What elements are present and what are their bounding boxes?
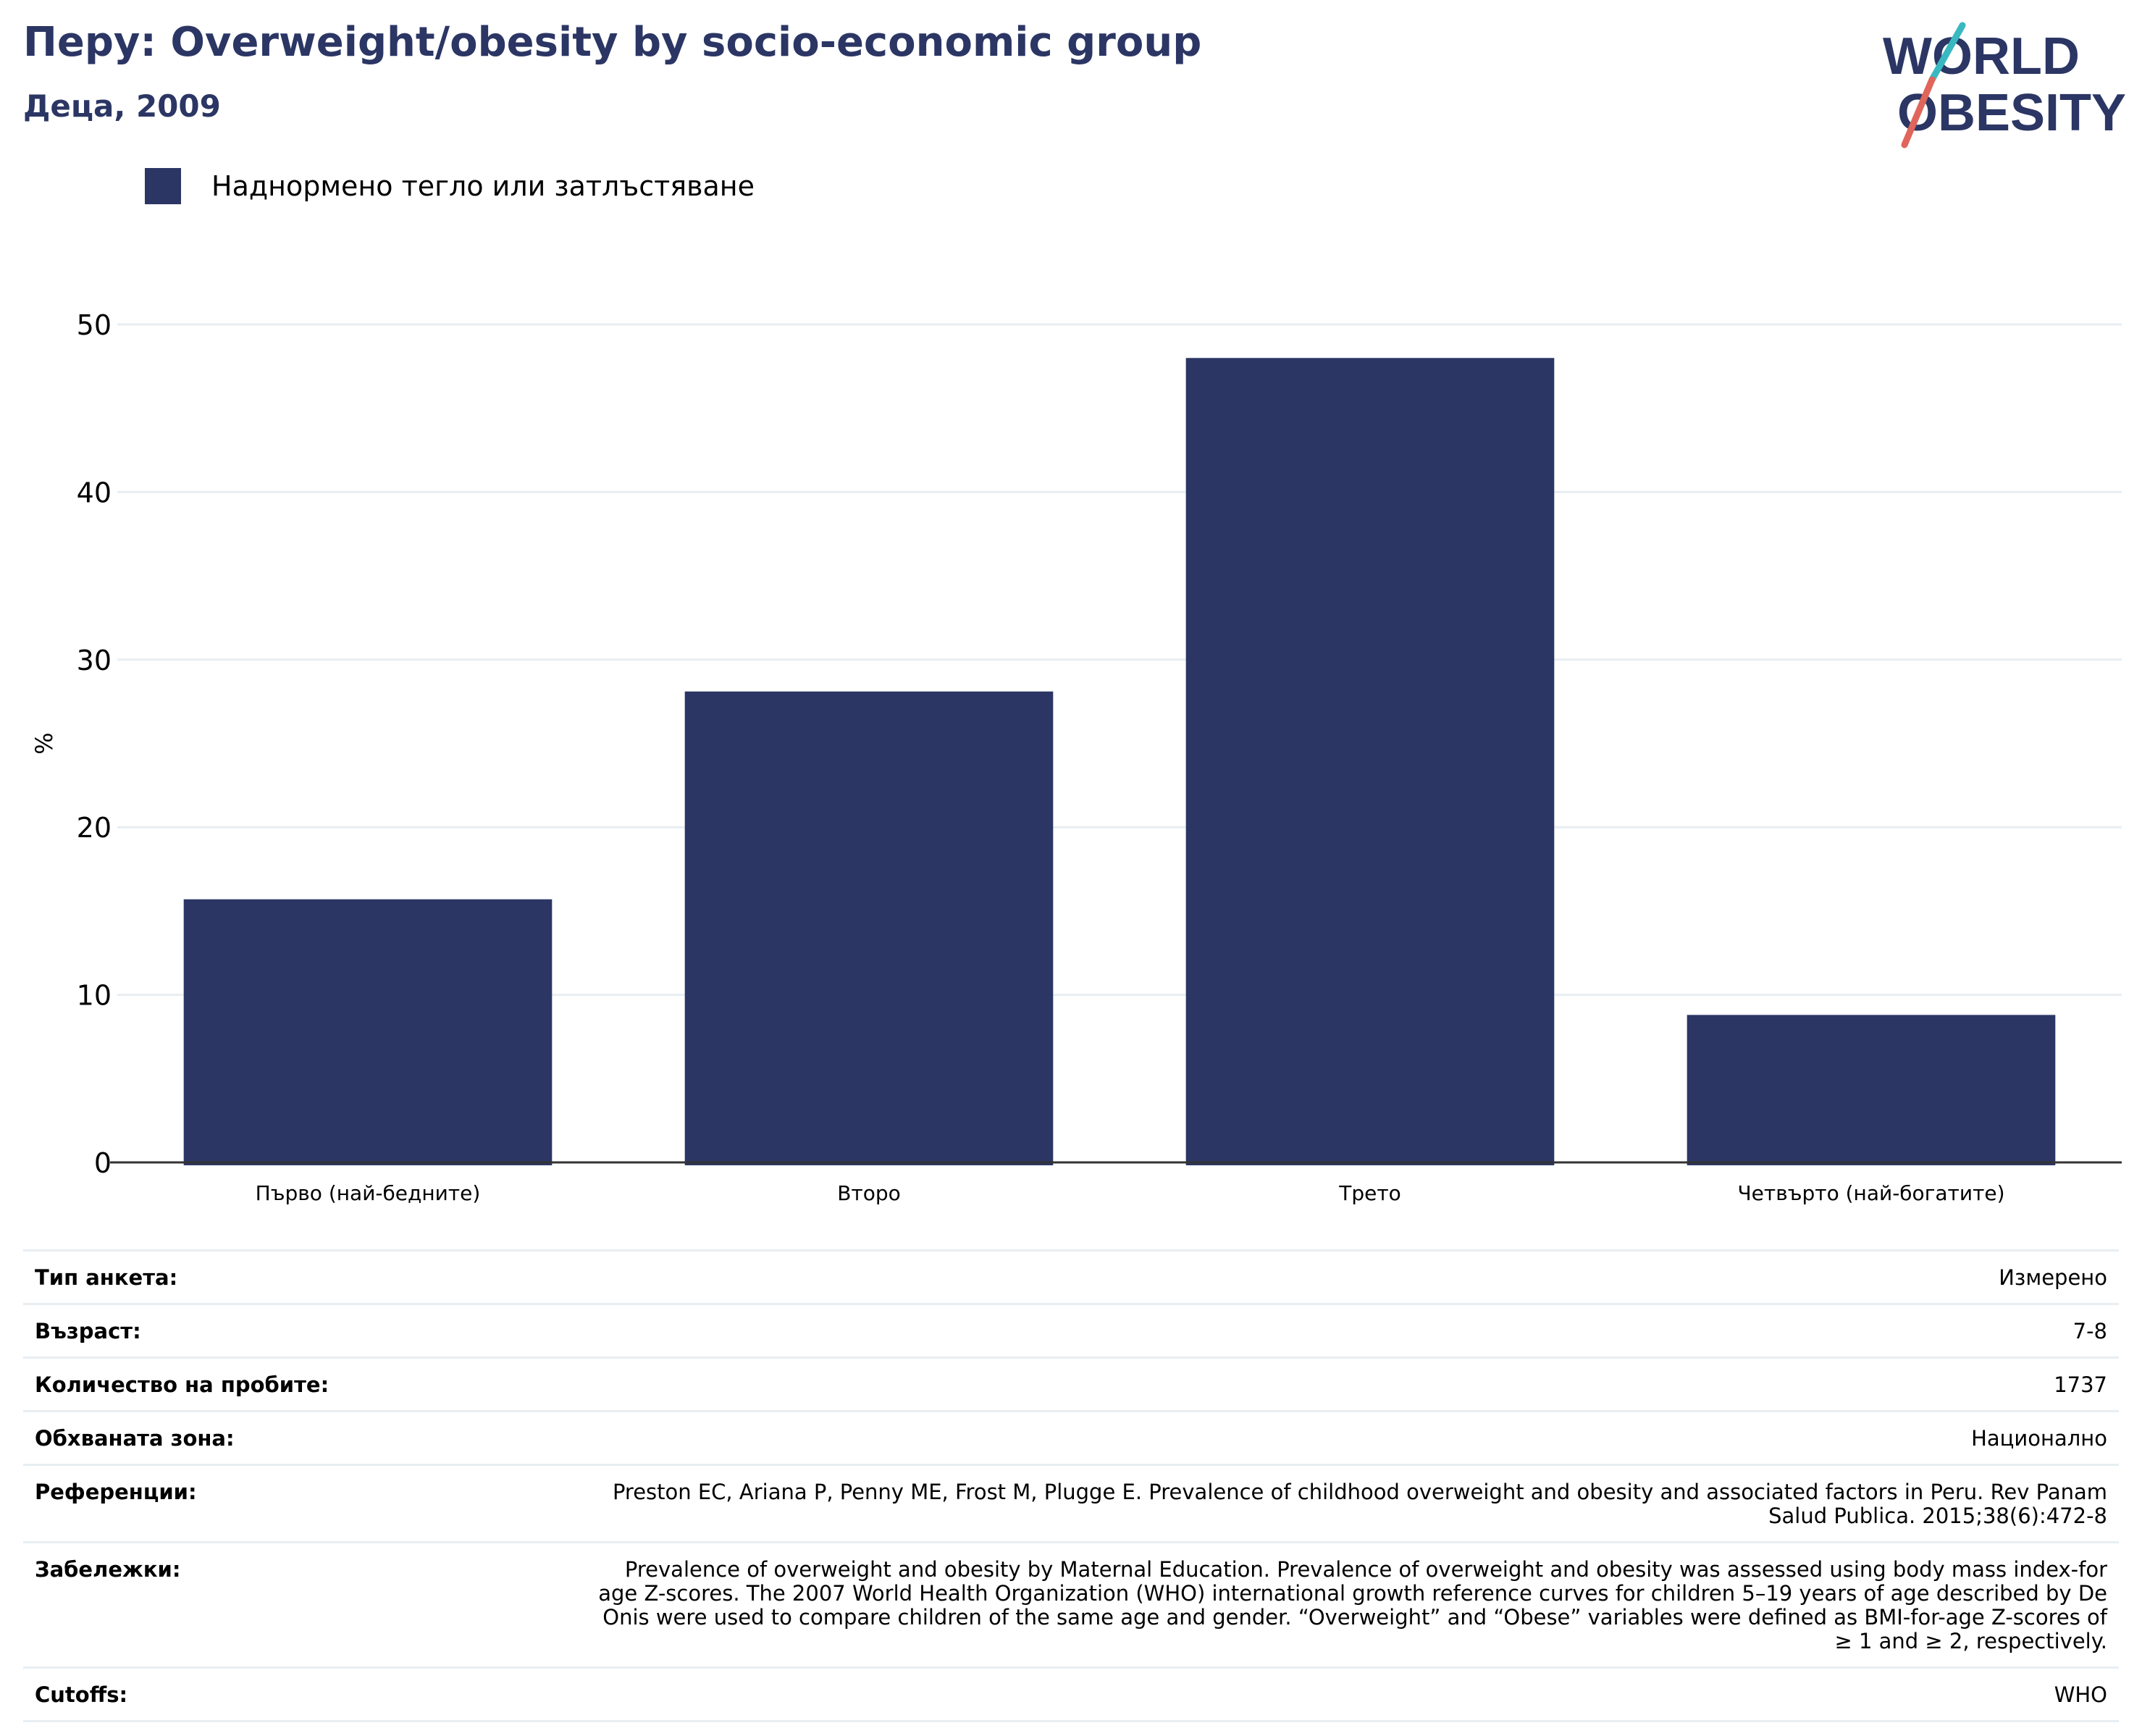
meta-value: 7-8: [2072, 1319, 2107, 1343]
meta-row: Възраст: 7-8: [23, 1303, 2119, 1356]
chart-title: Перу: Overweight/obesity by socio-econom…: [23, 19, 1202, 66]
bar: [183, 899, 553, 1165]
meta-row: Тип анкета: Измерено: [23, 1249, 2119, 1303]
chart-subtitle: Деца, 2009: [23, 88, 221, 124]
meta-row: Cutoffs: WHO: [23, 1666, 2119, 1722]
y-tick-label: 20: [77, 812, 112, 844]
meta-key: Възраст:: [35, 1319, 141, 1343]
bar: [1185, 358, 1555, 1165]
legend-label: Наднормено тегло или затлъстяване: [211, 170, 755, 202]
survey-details-table: Тип анкета: Измерено Възраст: 7-8 Количество…: [23, 1249, 2119, 1722]
y-tick-label: 30: [77, 645, 112, 676]
legend: Наднормено тегло или затлъстяване: [145, 168, 755, 204]
legend-swatch: [145, 168, 181, 204]
x-tick-label: Второ: [837, 1181, 901, 1205]
y-tick-label: 40: [77, 477, 112, 508]
world-obesity-logo: WORLD OBESITY: [1883, 22, 2126, 148]
x-tick-label: Трето: [1338, 1181, 1401, 1205]
meta-key: Cutoffs:: [35, 1682, 128, 1707]
y-tick-label: 0: [94, 1147, 112, 1179]
meta-value: Prevalence of overweight and obesity by …: [598, 1557, 2107, 1653]
bar-chart: 0 10 20 30 40 50% Първо (най-бедните) Второ Трет…: [30, 309, 2122, 1205]
y-axis-label: %: [30, 732, 58, 754]
bar: [684, 691, 1054, 1165]
x-tick-label: Четвърто (най-богатите): [1737, 1181, 2004, 1205]
meta-key: Количество на пробите:: [35, 1372, 329, 1397]
meta-value: WHO: [2054, 1682, 2107, 1707]
meta-value: Preston EC, Ariana P, Penny ME, Frost M,…: [612, 1480, 2107, 1528]
meta-key: Тип анкета:: [35, 1265, 178, 1290]
meta-value: Измерено: [1999, 1265, 2107, 1290]
svg-text:OBESITY: OBESITY: [1897, 84, 2126, 142]
meta-key: Забележки:: [35, 1557, 181, 1582]
meta-value: 1737: [2054, 1372, 2107, 1397]
meta-key: Обхваната зона:: [35, 1426, 235, 1451]
meta-value: Национално: [1971, 1426, 2107, 1451]
y-tick-label: 10: [77, 980, 112, 1012]
svg-text:WORLD: WORLD: [1883, 28, 2080, 85]
meta-key: Референции:: [35, 1480, 197, 1504]
y-tick-label: 50: [77, 309, 112, 341]
meta-row: Количество на пробите: 1737: [23, 1356, 2119, 1410]
meta-row: Референции: Preston EC, Ariana P, Penny M…: [23, 1464, 2119, 1541]
x-tick-label: Първо (най-бедните): [256, 1181, 481, 1205]
meta-row: Забележки: Prevalence of overweight and o…: [23, 1541, 2119, 1666]
meta-row: Обхваната зона: Национално: [23, 1410, 2119, 1464]
bar: [1687, 1015, 2056, 1165]
